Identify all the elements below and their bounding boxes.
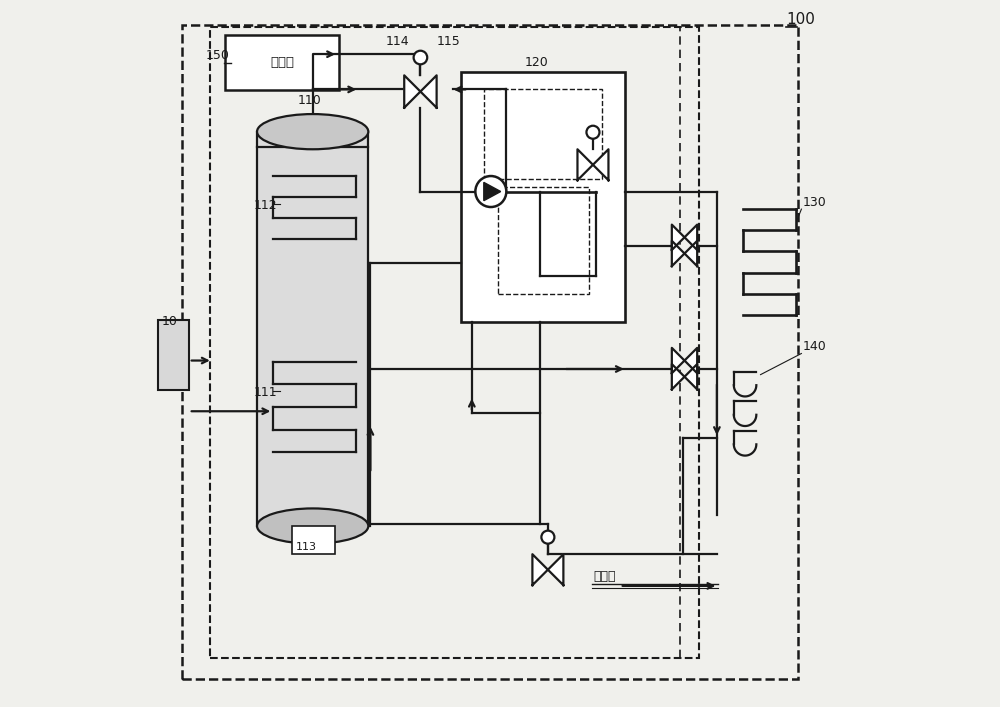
- Ellipse shape: [257, 114, 368, 149]
- Polygon shape: [672, 225, 685, 250]
- Polygon shape: [685, 241, 697, 266]
- Bar: [292, 526, 335, 554]
- Text: 113: 113: [296, 542, 317, 552]
- Text: 150: 150: [206, 49, 230, 62]
- Polygon shape: [577, 149, 593, 180]
- Text: 100: 100: [786, 12, 815, 27]
- Polygon shape: [685, 225, 697, 250]
- Text: 111: 111: [254, 386, 277, 399]
- FancyBboxPatch shape: [225, 35, 339, 90]
- Text: 直接水: 直接水: [593, 571, 615, 583]
- Bar: [484, 89, 602, 179]
- Bar: [461, 72, 625, 322]
- Text: 114: 114: [386, 35, 410, 48]
- Polygon shape: [593, 149, 608, 180]
- Text: 110: 110: [298, 93, 322, 107]
- Bar: [498, 187, 589, 293]
- Text: 112: 112: [254, 199, 277, 212]
- Circle shape: [541, 531, 554, 544]
- Text: 10: 10: [162, 315, 178, 328]
- Text: 控制器: 控制器: [270, 56, 294, 69]
- Polygon shape: [548, 554, 563, 585]
- Circle shape: [586, 126, 599, 139]
- Bar: [182, 25, 798, 679]
- Bar: [257, 132, 368, 526]
- Polygon shape: [685, 348, 697, 373]
- Text: 115: 115: [437, 35, 460, 48]
- Bar: [210, 28, 699, 658]
- Polygon shape: [672, 364, 685, 390]
- Text: 130: 130: [803, 196, 827, 209]
- Polygon shape: [672, 241, 685, 266]
- Text: 140: 140: [803, 340, 827, 353]
- Circle shape: [475, 176, 506, 207]
- Polygon shape: [484, 182, 501, 201]
- Polygon shape: [532, 554, 548, 585]
- Polygon shape: [672, 348, 685, 373]
- Polygon shape: [420, 76, 437, 107]
- Polygon shape: [404, 76, 420, 107]
- Circle shape: [414, 51, 427, 64]
- Bar: [158, 320, 189, 390]
- Text: 120: 120: [525, 56, 548, 69]
- Polygon shape: [685, 364, 697, 390]
- Ellipse shape: [257, 508, 368, 544]
